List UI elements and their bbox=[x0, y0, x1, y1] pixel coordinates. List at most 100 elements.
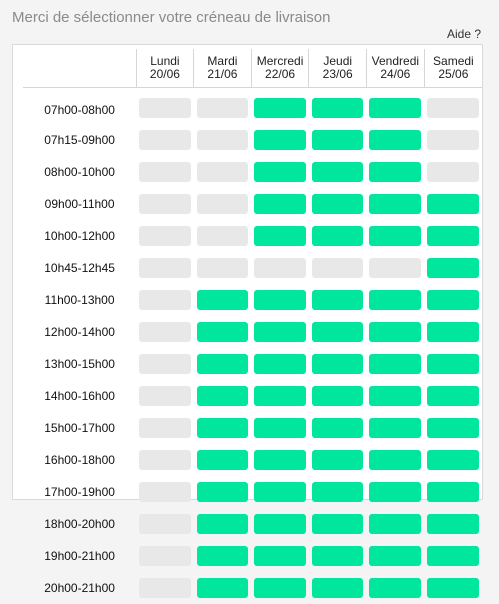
available-slot-tuesday[interactable] bbox=[197, 514, 248, 534]
available-slot-thursday[interactable] bbox=[312, 98, 363, 118]
available-slot-wednesday[interactable] bbox=[254, 386, 306, 406]
available-slot-tuesday[interactable] bbox=[197, 418, 248, 438]
slot-time-label: 10h00-12h00 bbox=[23, 220, 136, 252]
unavailable-slot-monday bbox=[139, 418, 190, 438]
available-slot-saturday[interactable] bbox=[427, 482, 479, 502]
available-slot-thursday[interactable] bbox=[312, 418, 363, 438]
slot-cell bbox=[366, 220, 424, 252]
available-slot-wednesday[interactable] bbox=[254, 226, 306, 246]
available-slot-thursday[interactable] bbox=[312, 546, 363, 566]
available-slot-thursday[interactable] bbox=[312, 482, 363, 502]
slot-cell bbox=[194, 124, 251, 156]
available-slot-thursday[interactable] bbox=[312, 450, 363, 470]
slot-cell bbox=[251, 124, 309, 156]
slot-cell bbox=[424, 380, 482, 412]
available-slot-wednesday[interactable] bbox=[254, 578, 306, 598]
available-slot-thursday[interactable] bbox=[312, 226, 363, 246]
available-slot-saturday[interactable] bbox=[427, 290, 479, 310]
available-slot-wednesday[interactable] bbox=[254, 130, 306, 150]
available-slot-friday[interactable] bbox=[369, 578, 421, 598]
available-slot-saturday[interactable] bbox=[427, 354, 479, 374]
available-slot-friday[interactable] bbox=[369, 322, 421, 342]
unavailable-slot-monday bbox=[139, 578, 190, 598]
available-slot-saturday[interactable] bbox=[427, 226, 479, 246]
available-slot-friday[interactable] bbox=[369, 98, 421, 118]
available-slot-wednesday[interactable] bbox=[254, 354, 306, 374]
help-link[interactable]: Aide ? bbox=[447, 27, 481, 41]
slot-cell bbox=[194, 88, 251, 125]
available-slot-saturday[interactable] bbox=[427, 418, 479, 438]
day-date: 24/06 bbox=[367, 68, 424, 81]
available-slot-tuesday[interactable] bbox=[197, 354, 248, 374]
slot-cell bbox=[194, 540, 251, 572]
available-slot-wednesday[interactable] bbox=[254, 322, 306, 342]
available-slot-tuesday[interactable] bbox=[197, 386, 248, 406]
unavailable-slot-monday bbox=[139, 386, 190, 406]
available-slot-thursday[interactable] bbox=[312, 578, 363, 598]
available-slot-saturday[interactable] bbox=[427, 546, 479, 566]
slot-cell bbox=[136, 284, 193, 316]
available-slot-tuesday[interactable] bbox=[197, 322, 248, 342]
slot-row: 13h00-15h00 bbox=[23, 348, 482, 380]
available-slot-friday[interactable] bbox=[369, 514, 421, 534]
available-slot-wednesday[interactable] bbox=[254, 418, 306, 438]
available-slot-saturday[interactable] bbox=[427, 386, 479, 406]
day-date: 21/06 bbox=[194, 68, 250, 81]
slot-cell bbox=[136, 88, 193, 125]
available-slot-saturday[interactable] bbox=[427, 322, 479, 342]
available-slot-tuesday[interactable] bbox=[197, 578, 248, 598]
available-slot-thursday[interactable] bbox=[312, 194, 363, 214]
available-slot-friday[interactable] bbox=[369, 354, 421, 374]
available-slot-wednesday[interactable] bbox=[254, 450, 306, 470]
available-slot-wednesday[interactable] bbox=[254, 290, 306, 310]
slot-row: 19h00-21h00 bbox=[23, 540, 482, 572]
available-slot-saturday[interactable] bbox=[427, 514, 479, 534]
slot-time-label: 07h15-09h00 bbox=[23, 124, 136, 156]
slot-cell bbox=[366, 188, 424, 220]
available-slot-thursday[interactable] bbox=[312, 162, 363, 182]
available-slot-tuesday[interactable] bbox=[197, 546, 248, 566]
available-slot-friday[interactable] bbox=[369, 546, 421, 566]
available-slot-friday[interactable] bbox=[369, 290, 421, 310]
unavailable-slot-monday bbox=[139, 514, 190, 534]
slot-cell bbox=[194, 476, 251, 508]
slot-cell bbox=[251, 284, 309, 316]
slot-cell bbox=[251, 88, 309, 125]
available-slot-wednesday[interactable] bbox=[254, 514, 306, 534]
available-slot-thursday[interactable] bbox=[312, 514, 363, 534]
available-slot-saturday[interactable] bbox=[427, 258, 479, 278]
available-slot-thursday[interactable] bbox=[312, 290, 363, 310]
available-slot-tuesday[interactable] bbox=[197, 290, 248, 310]
available-slot-thursday[interactable] bbox=[312, 130, 363, 150]
available-slot-friday[interactable] bbox=[369, 386, 421, 406]
available-slot-tuesday[interactable] bbox=[197, 450, 248, 470]
available-slot-wednesday[interactable] bbox=[254, 162, 306, 182]
available-slot-thursday[interactable] bbox=[312, 386, 363, 406]
available-slot-wednesday[interactable] bbox=[254, 98, 306, 118]
available-slot-friday[interactable] bbox=[369, 194, 421, 214]
available-slot-friday[interactable] bbox=[369, 418, 421, 438]
available-slot-friday[interactable] bbox=[369, 162, 421, 182]
available-slot-thursday[interactable] bbox=[312, 354, 363, 374]
available-slot-friday[interactable] bbox=[369, 482, 421, 502]
available-slot-wednesday[interactable] bbox=[254, 482, 306, 502]
unavailable-slot-monday bbox=[139, 482, 190, 502]
available-slot-friday[interactable] bbox=[369, 226, 421, 246]
slot-cell bbox=[309, 252, 366, 284]
available-slot-saturday[interactable] bbox=[427, 578, 479, 598]
slot-row: 18h00-20h00 bbox=[23, 508, 482, 540]
available-slot-saturday[interactable] bbox=[427, 450, 479, 470]
available-slot-friday[interactable] bbox=[369, 130, 421, 150]
available-slot-wednesday[interactable] bbox=[254, 194, 306, 214]
available-slot-tuesday[interactable] bbox=[197, 482, 248, 502]
available-slot-wednesday[interactable] bbox=[254, 546, 306, 566]
available-slot-friday[interactable] bbox=[369, 450, 421, 470]
slot-cell bbox=[251, 348, 309, 380]
slot-cell bbox=[251, 252, 309, 284]
available-slot-thursday[interactable] bbox=[312, 322, 363, 342]
available-slot-saturday[interactable] bbox=[427, 194, 479, 214]
day-header-tuesday: Mardi 21/06 bbox=[194, 49, 251, 88]
slot-cell bbox=[194, 188, 251, 220]
slot-cell bbox=[309, 316, 366, 348]
day-header-friday: Vendredi 24/06 bbox=[366, 49, 424, 88]
